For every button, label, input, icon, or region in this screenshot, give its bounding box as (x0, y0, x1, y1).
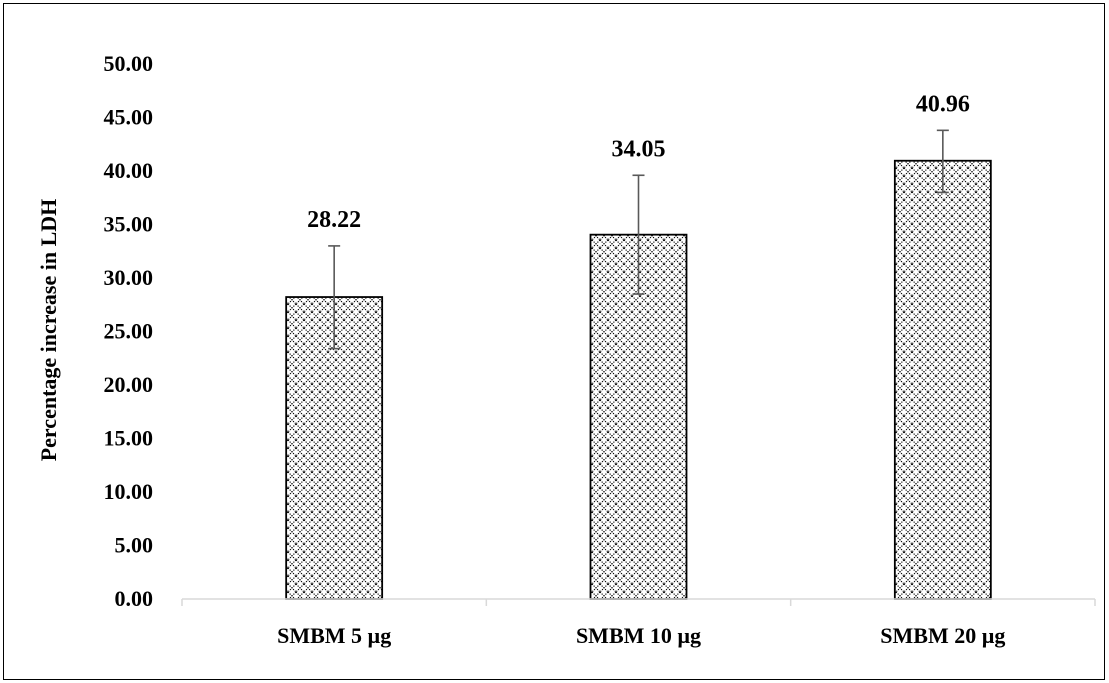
data-label: 28.22 (307, 207, 361, 233)
y-tick-label: 10.00 (104, 479, 154, 504)
y-tick-label: 45.00 (104, 105, 154, 130)
x-tick-label: SMBM 5 µg (277, 623, 391, 648)
x-axis-ticks (181, 599, 1096, 606)
y-tick-label: 5.00 (115, 533, 154, 558)
x-tick-label: SMBM 20 µg (880, 623, 1005, 648)
error-bar (632, 174, 645, 295)
y-tick-label: 0.00 (115, 586, 154, 611)
bar (893, 159, 992, 600)
y-tick-label: 30.00 (104, 265, 154, 290)
error-bars (328, 129, 949, 350)
y-tick-label: 50.00 (104, 51, 154, 76)
y-tick-label: 35.00 (104, 212, 154, 237)
y-tick-label: 15.00 (104, 426, 154, 451)
x-axis-tick-labels: SMBM 5 µg SMBM 10 µg SMBM 20 µg (277, 623, 1005, 648)
data-label: 40.96 (916, 91, 970, 117)
y-tick-label: 20.00 (104, 372, 154, 397)
x-tick-label: SMBM 10 µg (576, 623, 701, 648)
y-axis-tick-labels: 0.00 5.00 10.00 15.00 20.00 25.00 30.00 35.00 40… (104, 51, 154, 611)
y-axis-title: Percentage increase in LDH (36, 199, 61, 462)
error-bar (328, 245, 341, 350)
y-tick-label: 25.00 (104, 319, 154, 344)
error-bar (936, 129, 949, 194)
data-labels: 28.22 34.05 40.96 (307, 91, 970, 233)
y-tick-label: 40.00 (104, 158, 154, 183)
data-label: 34.05 (612, 136, 666, 162)
